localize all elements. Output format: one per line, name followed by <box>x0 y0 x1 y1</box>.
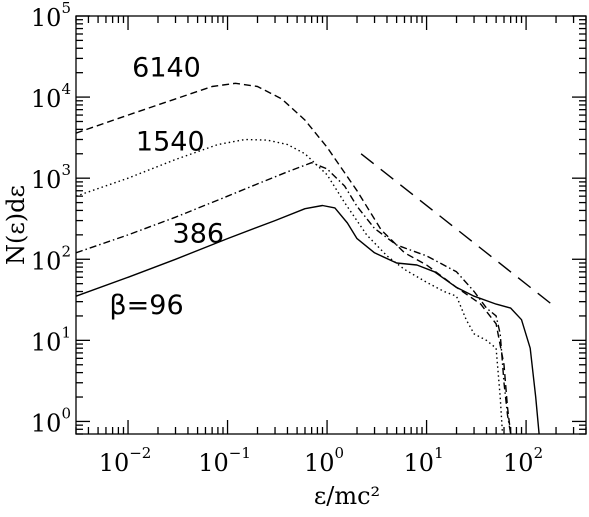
series-labels: 6140 1540 386 β=96 <box>109 52 224 321</box>
series-line-dotted <box>75 138 504 435</box>
y-tick-label: 101 <box>31 323 71 356</box>
series-label: 6140 <box>132 52 201 83</box>
y-tick-label: 104 <box>31 80 71 113</box>
x-tick-label: 100 <box>304 444 344 477</box>
series-line-dashdot <box>75 161 512 435</box>
series-label: 1540 <box>136 126 205 157</box>
x-axis-title: ε/mc² <box>314 482 380 510</box>
x-tick-label: 10−1 <box>198 444 251 477</box>
plot-frame <box>75 15 587 435</box>
y-tick-label: 100 <box>31 404 71 437</box>
series-line-longdash <box>360 153 552 305</box>
y-tick-label: 103 <box>31 161 71 194</box>
axis-ticks: 10−2 10−1 100 101 102 100 101 102 103 104 105 <box>31 0 587 477</box>
series-label: 386 <box>173 219 225 250</box>
y-tick-label: 102 <box>31 242 71 275</box>
x-tick-label: 102 <box>503 444 543 477</box>
series-label: β=96 <box>109 290 183 321</box>
series-line-dashed <box>75 82 512 435</box>
y-tick-label: 105 <box>31 0 71 32</box>
series-group <box>75 82 552 435</box>
series-line-solid <box>75 204 540 435</box>
x-tick-label: 101 <box>404 444 444 477</box>
x-tick-label: 10−2 <box>99 444 152 477</box>
y-axis-title: N(ε)dε <box>2 185 30 265</box>
